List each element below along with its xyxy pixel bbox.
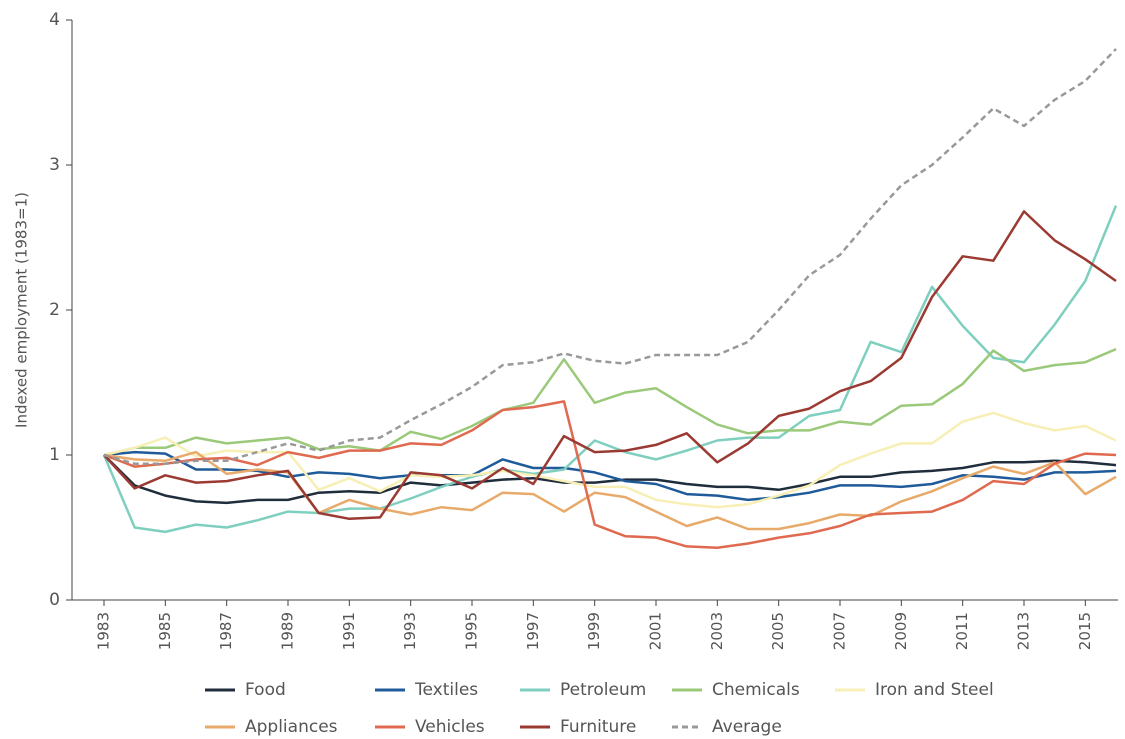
- x-tick-label: 1985: [156, 612, 174, 650]
- y-tick-label: 3: [49, 155, 60, 175]
- x-tick-label: 2015: [1076, 612, 1094, 650]
- x-tick-label: 2001: [647, 612, 665, 650]
- y-tick-label: 0: [49, 590, 60, 610]
- x-tick-label: 1991: [340, 612, 358, 650]
- legend-label: Chemicals: [712, 680, 800, 700]
- series-line: [103, 450, 1117, 531]
- x-tick-label: 1983: [95, 612, 113, 650]
- series-line: [103, 400, 1117, 550]
- x-tick-label: 2011: [953, 612, 971, 650]
- series-line: [103, 411, 1117, 509]
- x-tick-label: 1993: [401, 612, 419, 650]
- x-tick-label: 1999: [585, 612, 603, 650]
- series-line: [103, 454, 1117, 505]
- series-line: [103, 210, 1117, 521]
- series-line: [103, 347, 1117, 457]
- legend-label: Vehicles: [415, 717, 485, 737]
- legend-label: Food: [245, 680, 286, 700]
- legend-label: Furniture: [560, 717, 636, 737]
- x-tick-label: 2013: [1015, 612, 1033, 650]
- y-tick-label: 1: [49, 445, 60, 465]
- y-tick-label: 4: [49, 10, 60, 30]
- x-tick-label: 2007: [831, 612, 849, 650]
- x-tick-label: 1987: [217, 612, 235, 650]
- legend-label: Petroleum: [560, 680, 646, 700]
- x-tick-label: 2005: [769, 612, 787, 650]
- y-tick-label: 2: [49, 300, 60, 320]
- y-axis-label: Indexed employment (1983=1): [13, 192, 31, 428]
- x-tick-label: 2003: [708, 612, 726, 650]
- series-line: [103, 48, 1117, 465]
- x-tick-label: 1989: [279, 612, 297, 650]
- legend-label: Textiles: [414, 680, 478, 700]
- legend-label: Average: [712, 717, 782, 737]
- legend-label: Appliances: [245, 717, 338, 737]
- series-line: [102, 205, 1118, 534]
- legend-label: Iron and Steel: [875, 680, 994, 700]
- x-tick-label: 1997: [524, 612, 542, 650]
- x-tick-label: 2009: [892, 612, 910, 650]
- x-tick-label: 1995: [463, 612, 481, 650]
